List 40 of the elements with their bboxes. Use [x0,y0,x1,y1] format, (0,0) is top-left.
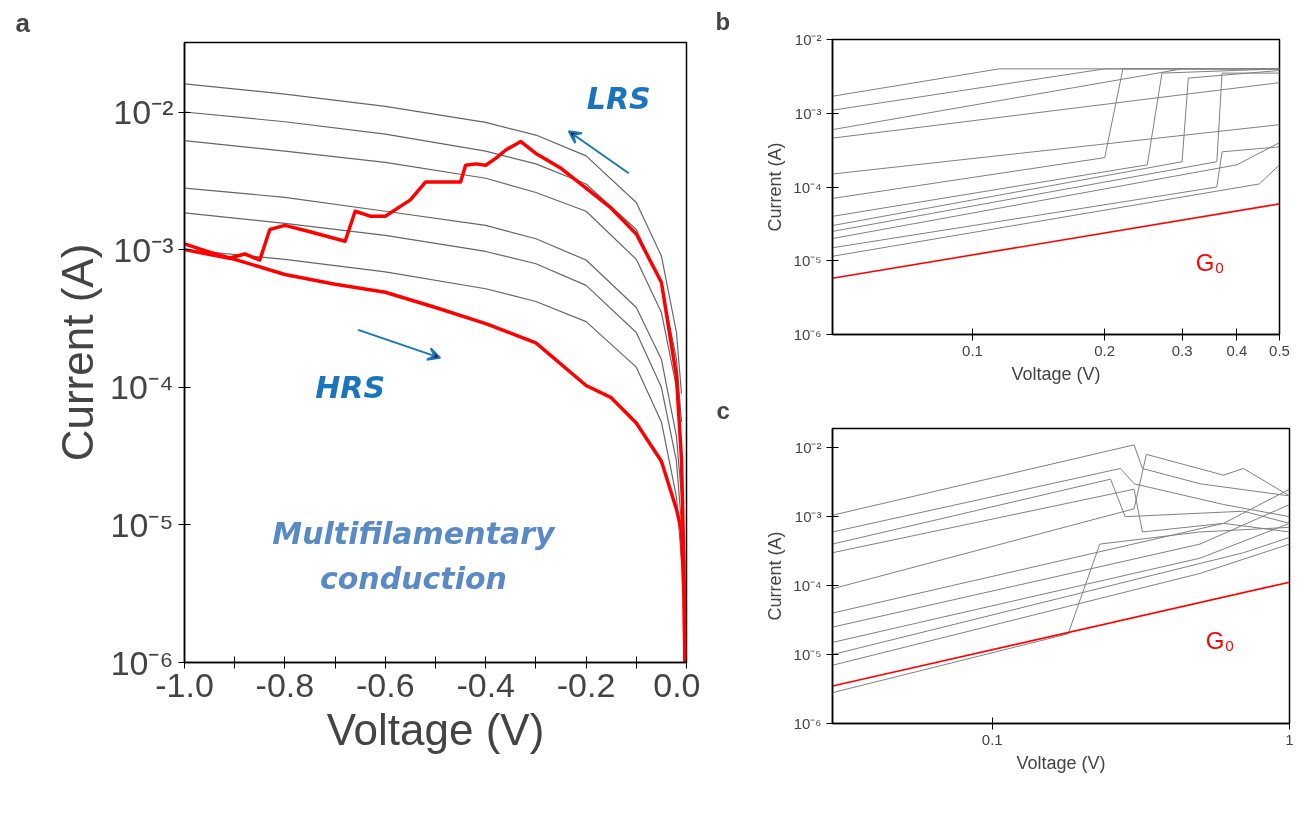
chart-title: a [15,7,31,38]
y-tick-label: 10⁻⁵ [110,505,174,544]
y-tick-label: 10⁻⁵ [793,646,822,664]
y-tick-label: 10⁻³ [794,508,822,526]
x-tick-label: -0.4 [456,665,515,704]
chart-title: b [715,7,731,35]
x-axis-title: Voltage (V) [326,704,545,754]
y-tick-label: 10⁻² [113,93,174,132]
x-tick-label: 0.1 [962,341,983,359]
y-tick-label: 10⁻³ [113,230,174,269]
y-axis-title: Current (A) [765,531,786,621]
x-tick-label: 0.2 [1094,341,1116,359]
y-tick-label: 10⁻⁴ [793,577,822,595]
x-tick-label: 0.4 [1226,341,1248,359]
y-tick-label: 10⁻³ [794,104,822,122]
y-tick-label: 10⁻⁶ [793,326,822,343]
y-tick-label: 10⁻² [794,439,822,457]
x-axis-title: Voltage (V) [1011,363,1101,384]
y-tick-label: 10⁻⁶ [793,715,822,732]
annotation: HRS [315,370,386,406]
x-tick-label: 0.1 [981,730,1003,748]
y-tick-label: 10⁻⁵ [793,252,822,270]
x-tick-label: 0.5 [1269,341,1290,359]
x-tick-label: 0.0 [653,665,701,704]
annotation: Multifilamentary conduction [272,515,556,597]
series-label: G₀ [1205,627,1235,655]
annotation: LRS [586,80,651,116]
x-axis-title: Voltage (V) [1016,752,1106,773]
x-tick-label: -0.6 [356,665,415,704]
y-tick-label: 10⁻² [794,31,822,48]
series-label: G₀ [1195,248,1225,276]
x-tick-label: 0.3 [1171,341,1193,359]
x-tick-label: -0.2 [556,665,616,704]
chart-title: c [716,396,730,424]
x-tick-label: -0.8 [255,665,315,704]
x-tick-label: 1 [1285,730,1294,748]
y-axis-title: Current (A) [765,142,786,232]
y-axis-title: Current (A) [53,243,103,462]
y-tick-label: 10⁻⁴ [110,368,174,407]
y-tick-label: 10⁻⁴ [793,178,822,196]
